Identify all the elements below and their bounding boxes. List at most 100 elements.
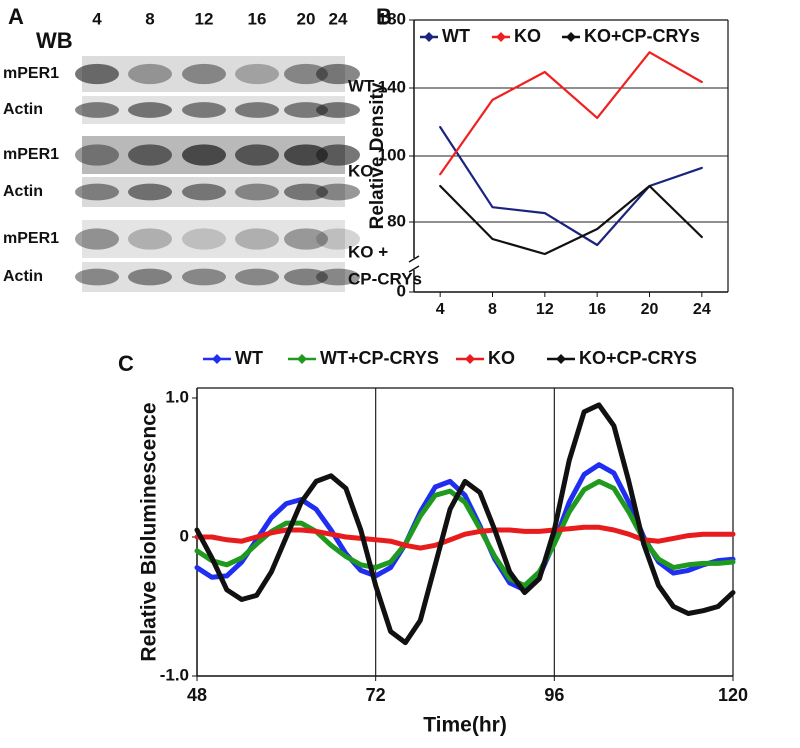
blot-band [284, 63, 328, 85]
x-tick-label: 72 [366, 685, 386, 705]
blot-band [284, 102, 328, 118]
axis-break [408, 255, 420, 263]
y-tick-label: 0 [180, 526, 189, 545]
group-label: WT [348, 76, 375, 95]
blot-band [75, 63, 119, 85]
blot-band [75, 183, 119, 201]
blot-band [128, 102, 172, 118]
blot-band [235, 63, 279, 85]
blot-band [235, 268, 279, 286]
blot-band [284, 144, 328, 166]
legend-label: KO [514, 26, 541, 46]
blot-band [235, 183, 279, 201]
blot-band [235, 228, 279, 250]
blot-band [182, 144, 226, 166]
blot-band [316, 144, 360, 166]
legend-marker [297, 354, 307, 364]
blot-band [128, 63, 172, 85]
series-line [439, 51, 703, 176]
blot-header: WB [36, 28, 73, 53]
x-axis-label: Time(hr) [423, 714, 507, 737]
blot-band [316, 183, 360, 201]
blot-band [284, 183, 328, 201]
lane-label: 12 [195, 9, 214, 28]
blot-band [75, 268, 119, 286]
blot-band [182, 63, 226, 85]
lane-label: 4 [92, 9, 102, 28]
legend-marker [556, 354, 566, 364]
y-tick-label: -1.0 [160, 665, 189, 684]
row-label: Actin [3, 268, 43, 285]
blot-band [75, 144, 119, 166]
blot-band [75, 228, 119, 250]
panel-label: A [8, 4, 24, 29]
legend-marker [212, 354, 222, 364]
blot-band [75, 102, 119, 118]
blot-strip [82, 262, 345, 292]
blot-band [235, 102, 279, 118]
lane-label: 20 [297, 9, 316, 28]
blot-band [128, 268, 172, 286]
blot-band [316, 228, 360, 250]
blot-band [128, 183, 172, 201]
y-axis-label: Relative Density [367, 82, 388, 229]
blot-band [235, 144, 279, 166]
y-tick-label: 140 [378, 77, 406, 96]
blot-band [316, 102, 360, 118]
y-tick-label: 180 [378, 9, 406, 28]
row-label: Actin [3, 101, 43, 118]
legend-marker [496, 32, 506, 42]
legend-label: WT [235, 348, 263, 368]
x-tick-label: 8 [488, 301, 497, 318]
legend-marker [465, 354, 475, 364]
legend-marker [424, 32, 434, 42]
blot-band [182, 268, 226, 286]
y-tick-label: 0 [397, 281, 406, 300]
blot-band [316, 268, 360, 286]
row-label: mPER1 [3, 230, 59, 247]
group-label: KO [348, 161, 374, 180]
x-tick-label: 48 [187, 685, 207, 705]
legend-label: WT [442, 26, 470, 46]
blot-band [182, 183, 226, 201]
blot-band [284, 228, 328, 250]
y-axis-label: Relative Bioluminescence [138, 402, 161, 661]
blot-band [128, 228, 172, 250]
panel-label: C [118, 351, 134, 376]
row-label: mPER1 [3, 146, 59, 163]
series-line [439, 184, 703, 256]
blot-strip [82, 220, 345, 258]
lane-label: 8 [145, 9, 154, 28]
axis-break [408, 265, 420, 273]
x-tick-label: 4 [436, 301, 445, 318]
group-label: CP-CRYs [348, 269, 422, 288]
legend-label: KO [488, 348, 515, 368]
blot-band [128, 144, 172, 166]
lane-label: 24 [329, 9, 348, 28]
group-label: KO + [348, 242, 388, 261]
series-line [194, 402, 736, 646]
panel-label: B [376, 4, 392, 29]
series-line [439, 126, 703, 247]
blot-strip [82, 56, 345, 92]
legend-label: WT+CP-CRYS [320, 348, 439, 368]
legend-label: KO+CP-CRYs [584, 26, 700, 46]
row-label: Actin [3, 183, 43, 200]
x-tick-label: 12 [536, 301, 554, 318]
row-label: mPER1 [3, 65, 59, 82]
blot-band [284, 268, 328, 286]
blot-band [182, 228, 226, 250]
series-line [194, 524, 736, 551]
x-tick-label: 96 [544, 685, 564, 705]
blot-band [182, 102, 226, 118]
x-tick-label: 120 [718, 685, 748, 705]
x-tick-label: 16 [588, 301, 606, 318]
x-tick-label: 24 [693, 301, 711, 318]
legend-marker [566, 32, 576, 42]
lane-label: 16 [248, 9, 267, 28]
blot-band [316, 63, 360, 85]
x-tick-label: 20 [641, 301, 659, 318]
y-tick-label: 80 [387, 211, 406, 230]
